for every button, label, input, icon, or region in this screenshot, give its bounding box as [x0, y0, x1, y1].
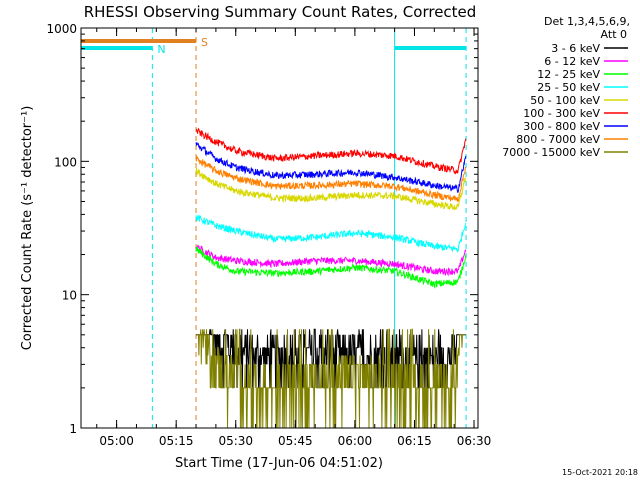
series-line-12-25keV	[195, 246, 467, 289]
series-line-25-50keV	[195, 214, 467, 253]
y-tick-label: 10	[62, 289, 77, 303]
x-tick-label: 06:30	[457, 434, 492, 448]
legend-label: 800 - 7000 keV	[516, 133, 600, 146]
legend-label: 12 - 25 keV	[537, 68, 600, 81]
y-tick-label: 100	[54, 155, 77, 169]
legend-title-line-1: Det 1,3,4,5,6,9,	[544, 15, 630, 28]
legend-title-line-2: Att 0	[601, 28, 627, 41]
legend-label: 3 - 6 keV	[551, 42, 600, 55]
series-line-300-800keV	[195, 142, 467, 194]
flag-label-night: N	[157, 43, 165, 56]
footer-timestamp: 15-Oct-2021 20:18	[562, 468, 638, 477]
y-tick-label: 1	[69, 422, 77, 436]
axes-layer: 05:00 05:15 05:30 05:45 06:00 06:15 06:30 1 10 10…	[46, 22, 491, 448]
flag-label-saa: S	[201, 36, 208, 49]
series-line-100-300keV	[195, 127, 467, 175]
y-axis-label: Corrected Count Rate (s⁻¹ detector⁻¹)	[20, 106, 35, 351]
series-line-800-7000keV	[195, 155, 467, 203]
series-line-50-100keV	[195, 167, 467, 211]
legend-label: 50 - 100 keV	[530, 94, 600, 107]
x-tick-label: 05:45	[278, 434, 313, 448]
y-tick-label: 1000	[46, 22, 77, 36]
legend-label: 25 - 50 keV	[537, 81, 600, 94]
x-tick-label: 05:00	[99, 434, 134, 448]
series-line-7000-15000keV	[196, 328, 466, 428]
legend-label: 100 - 300 keV	[523, 107, 600, 120]
flag-labels: NS	[157, 36, 208, 56]
plot-frame	[80, 27, 479, 429]
series-layer	[195, 127, 467, 428]
legend-label: 6 - 12 keV	[544, 55, 600, 68]
x-tick-label: 05:30	[218, 434, 253, 448]
x-tick-label: 06:00	[338, 434, 373, 448]
legend-label: 300 - 800 keV	[523, 120, 600, 133]
x-tick-label: 06:15	[397, 434, 432, 448]
x-tick-label: 05:15	[159, 434, 194, 448]
chart-title: RHESSI Observing Summary Count Rates, Co…	[84, 3, 477, 21]
x-axis-label: Start Time (17-Jun-06 04:51:02)	[175, 456, 383, 471]
legend-label: 7000 - 15000 keV	[502, 146, 600, 159]
series-line-6-12keV	[195, 244, 467, 277]
